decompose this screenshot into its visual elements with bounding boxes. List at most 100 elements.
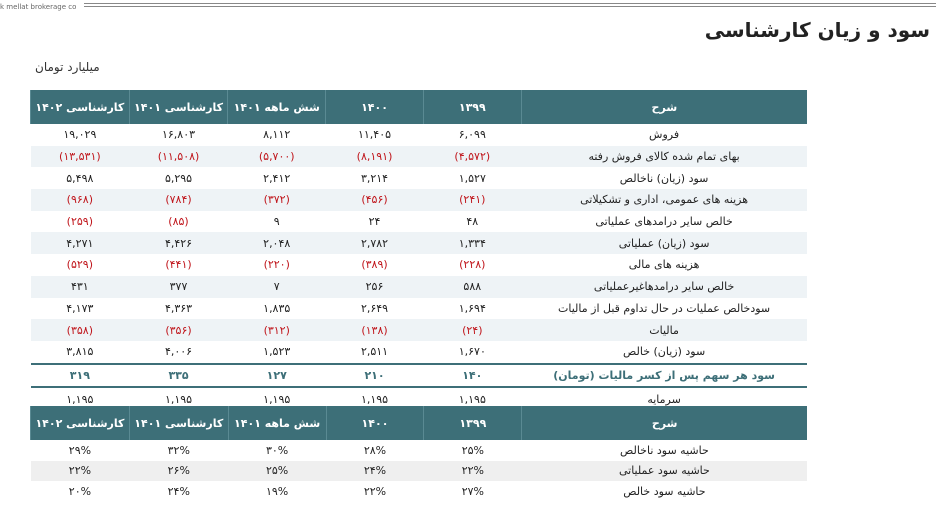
table-row: سرمایه ۱,۱۹۵ ۱,۱۹۵ ۱,۱۹۵ ۱,۱۹۵ ۱,۱۹۵ <box>31 387 808 410</box>
row-label: حاشیه سود عملیاتی <box>618 464 710 478</box>
cell-value: ۱,۸۳۵ <box>263 301 291 315</box>
unit-label: میلیارد تومان <box>35 60 100 74</box>
cell-value: ۷ <box>273 280 280 294</box>
row-label: سود (زیان) خالص <box>623 345 706 359</box>
row-label: خالص سایر درامدهای عملیاتی <box>595 215 733 229</box>
cell-value: ۲۶% <box>167 464 190 478</box>
cell-value: ۴,۲۷۱ <box>66 236 94 250</box>
cell-value: ۳۰% <box>265 443 289 457</box>
cell-value: ۱,۳۳۴ <box>458 236 486 250</box>
table-row: سودخالص عملیات در حال تداوم قبل از مالیا… <box>31 298 808 320</box>
table-row: سود هر سهم پس از کسر مالیات (تومان) ۱۴۰ ۲۱… <box>30 362 807 389</box>
cell-value: ۱۴۰ <box>423 362 522 389</box>
column-header: شش ماهه ۱۴۰۱ <box>227 90 326 124</box>
cell-value: ۳۱۹ <box>30 362 130 389</box>
cell-value: ۴,۳۶۳ <box>164 301 193 315</box>
cell-value: (۸,۱۹۱) <box>356 150 393 164</box>
cell-value: ۴,۱۷۳ <box>66 301 94 315</box>
cell-value: ۱,۶۷۰ <box>458 345 486 359</box>
cell-value: ۲۱۰ <box>325 362 424 389</box>
cell-value: (۵۲۹) <box>66 258 93 272</box>
page-title: سود و زیان کارشناسی <box>704 18 930 42</box>
cell-value: (۲۲۰) <box>263 258 290 272</box>
cell-value: (۳۱۲) <box>263 323 290 337</box>
cell-value: ۵,۲۹۵ <box>164 171 193 185</box>
cell-value: (۲۵۹) <box>66 215 93 229</box>
cell-value: ۲,۷۸۲ <box>360 236 389 250</box>
cell-value: ۲۴ <box>368 215 381 229</box>
cell-value: ۱,۶۹۴ <box>458 301 486 315</box>
cell-value: ۲۵% <box>461 443 484 457</box>
cell-value: (۲۴۱) <box>459 193 486 207</box>
cell-value: (۳۸۹) <box>361 258 388 272</box>
cell-value: (۷۸۴) <box>165 193 192 207</box>
table-row: حاشیه سود خالص ۲۷% ۲۲% ۱۹% ۲۴% ۲۰% <box>31 481 808 502</box>
row-label: سود (زیان) ناخالص <box>619 171 709 185</box>
cell-value: ۲۸% <box>363 443 387 457</box>
row-label: فروش <box>649 128 680 142</box>
table-row: خالص سایر درامدهاغیرعملیاتی ۵۸۸ ۲۵۶ ۷ ۳۷۷ ۴۳۱ <box>30 275 807 298</box>
column-header: ۱۳۹۹ <box>422 90 522 124</box>
cell-value: ۲۴% <box>167 484 190 498</box>
table-row: سود (زیان) خالص ۱,۶۷۰ ۲,۵۱۱ ۱,۵۲۳ ۴,۰۰۶ ۳,۸۱۵ <box>31 341 808 364</box>
column-header: ۱۴۰۰ <box>325 406 424 440</box>
cell-value: ۱,۵۲۳ <box>263 345 291 359</box>
cell-value: ۱,۱۹۵ <box>164 392 193 406</box>
table-row: بهای تمام شده کالای فروش رفته (۴,۵۷۲) (۸,۱… <box>30 145 807 168</box>
cell-value: ۱,۱۹۵ <box>458 392 486 406</box>
cell-value: ۱۹% <box>265 484 289 498</box>
column-header: کارشناسی ۱۴۰۲ <box>30 406 130 440</box>
cell-value: ۵,۴۹۸ <box>66 171 94 185</box>
cell-value: (۴۵۶) <box>361 193 388 207</box>
row-label: حاشیه سود ناخالص <box>620 443 709 457</box>
column-header: کارشناسی ۱۴۰۲ <box>30 90 130 124</box>
cell-value: (۹۶۸) <box>66 193 93 207</box>
row-label: سود (زیان) عملیاتی <box>618 236 710 250</box>
table-row: فروش ۶,۰۹۹ ۱۱,۴۰۵ ۸,۱۱۲ ۱۶,۸۰۳ ۱۹,۰۲۹ <box>31 124 808 146</box>
cell-value: ۲۲% <box>461 464 484 478</box>
cell-value: (۴۴۱) <box>165 258 192 272</box>
cell-value: ۲۹% <box>68 443 92 457</box>
cell-value: (۲۲۸) <box>459 258 486 272</box>
cell-value: ۴,۴۲۶ <box>164 236 193 250</box>
row-label: سرمایه <box>647 392 681 406</box>
cell-value: ۲۰% <box>68 484 92 498</box>
brand-text: k mellat brokerage co <box>0 3 77 11</box>
cell-value: ۳۷۷ <box>169 280 188 294</box>
cell-value: ۲۲% <box>68 464 92 478</box>
row-label: سودخالص عملیات در حال تداوم قبل از مالیا… <box>558 301 771 315</box>
table-row: سود (زیان) عملیاتی ۱,۳۳۴ ۲,۷۸۲ ۲,۰۴۸ ۴,۴۲۶ ۴,… <box>30 232 807 255</box>
cell-value: ۱,۵۲۷ <box>458 171 486 185</box>
cell-value: ۳۲% <box>167 443 190 457</box>
cell-value: (۳۵۸) <box>66 323 93 337</box>
cell-value: ۵۸۸ <box>463 280 482 294</box>
table-row: خالص سایر درامدهای عملیاتی ۴۸ ۲۴ ۹ (۸۵) (۲۵۹) <box>31 211 808 233</box>
cell-value: ۲۷% <box>461 484 484 498</box>
column-header: ۱۴۰۰ <box>325 90 424 124</box>
cell-value: ۶,۰۹۹ <box>458 128 486 142</box>
cell-value: (۲۴) <box>462 323 483 337</box>
cell-value: (۸۵) <box>168 215 189 229</box>
table-row: هزینه های عمومی، اداری و تشکیلاتی (۲۴۱) (۴… <box>30 189 807 211</box>
cell-value: ۲,۴۱۲ <box>263 171 291 185</box>
cell-value: ۸,۱۱۲ <box>263 128 291 142</box>
cell-value: ۲۵% <box>265 464 289 478</box>
row-label: بهای تمام شده کالای فروش رفته <box>588 150 740 164</box>
table-row: حاشیه سود ناخالص ۲۵% ۲۸% ۳۰% ۳۲% ۲۹% <box>31 440 808 461</box>
income-statement-table: شرح ۱۳۹۹ ۱۴۰۰ شش ماهه ۱۴۰۱ کارشناسی ۱۴۰۱ کارش… <box>30 90 807 410</box>
table-row: مالیات (۲۴) (۱۳۸) (۳۱۲) (۳۵۶) (۳۵۸) <box>30 319 807 341</box>
cell-value: ۳,۲۱۴ <box>360 171 389 185</box>
row-label: مالیات <box>649 323 679 337</box>
cell-value: (۵,۷۰۰) <box>258 150 295 164</box>
cell-value: ۱۹,۰۲۹ <box>63 128 97 142</box>
cell-value: ۱,۱۹۵ <box>360 392 389 406</box>
cell-value: ۲۴% <box>363 464 387 478</box>
cell-value: ۹ <box>273 215 280 229</box>
cell-value: ۴۳۱ <box>70 280 89 294</box>
column-header: کارشناسی ۱۴۰۱ <box>128 406 229 440</box>
cell-value: ۲,۰۴۸ <box>263 236 291 250</box>
cell-value: (۱۳۸) <box>361 323 388 337</box>
cell-value: ۲,۶۴۹ <box>360 301 389 315</box>
cell-value: ۱۶,۸۰۳ <box>161 128 196 142</box>
row-label: حاشیه سود خالص <box>623 484 706 498</box>
